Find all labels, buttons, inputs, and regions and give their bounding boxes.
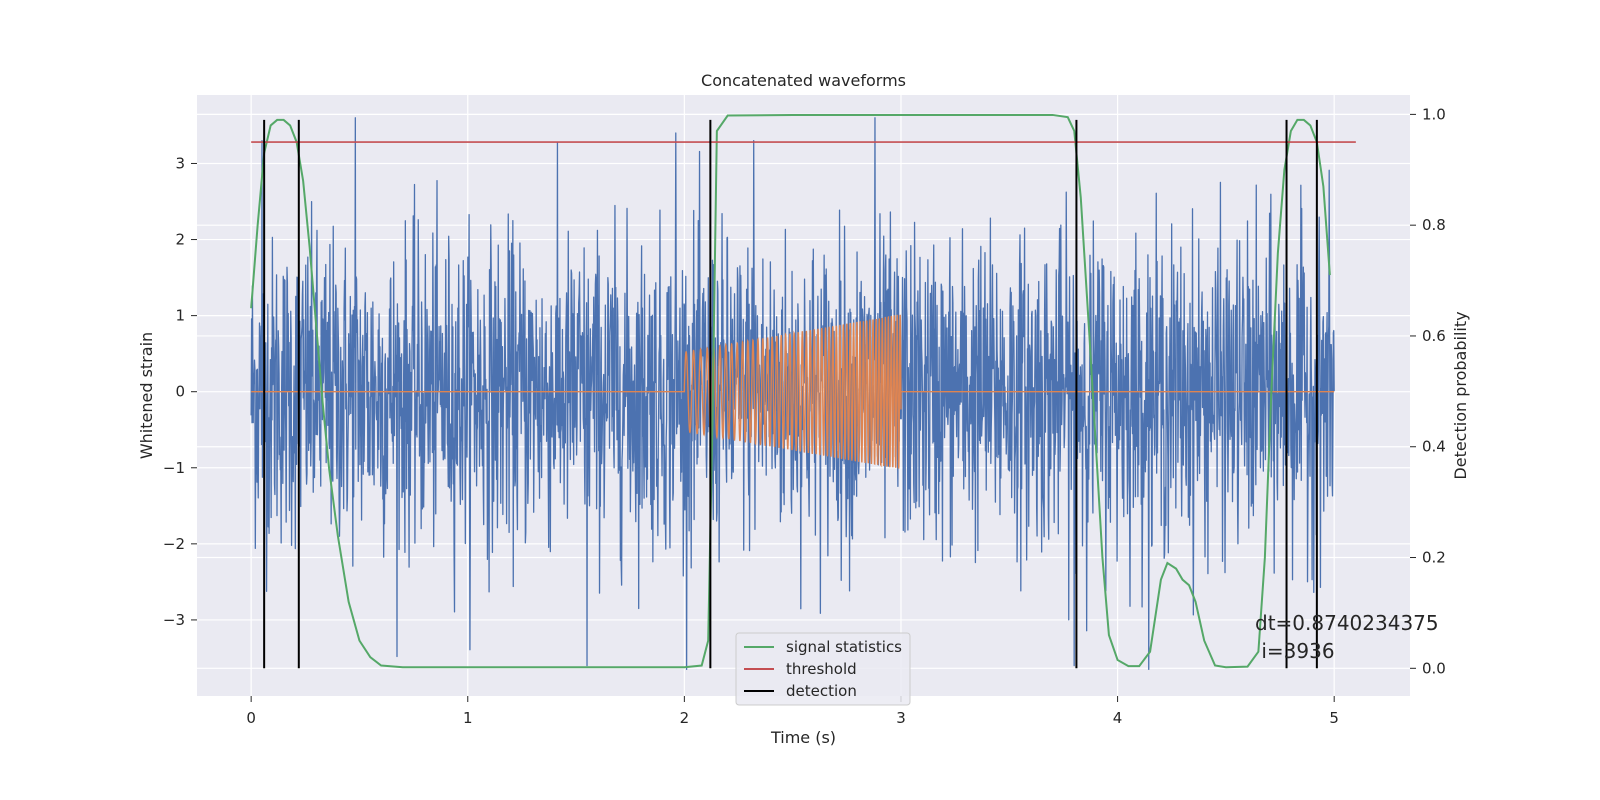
y-right-tick-label: 0.0 bbox=[1422, 659, 1446, 677]
y-right-tick-label: 0.8 bbox=[1422, 216, 1446, 234]
injected-signal-series bbox=[251, 314, 1335, 469]
legend-label-threshold: threshold bbox=[786, 660, 857, 678]
y-axis-label: Whitened strain bbox=[137, 332, 156, 459]
legend-label-detection: detection bbox=[786, 682, 857, 700]
x-tick-label: 5 bbox=[1329, 709, 1339, 727]
annotation-index: i=3936 bbox=[1255, 639, 1335, 663]
y-right-tick-label: 1.0 bbox=[1422, 105, 1446, 123]
y-right-tick-label: 0.6 bbox=[1422, 327, 1446, 345]
y-tick-label: −2 bbox=[163, 535, 185, 553]
y-right-tick-label: 0.2 bbox=[1422, 549, 1446, 567]
injected-chirp-line bbox=[251, 314, 1335, 469]
x-tick-label: 3 bbox=[896, 709, 906, 727]
legend-box bbox=[735, 632, 911, 706]
y-axis-right-label: Detection probability bbox=[1451, 311, 1470, 479]
y-right-tick-label: 0.4 bbox=[1422, 438, 1446, 456]
detection-series bbox=[263, 119, 1318, 669]
legend: signal statistics threshold detection bbox=[735, 632, 911, 706]
y-tick-label: 2 bbox=[175, 231, 185, 249]
signal-statistics-series bbox=[250, 113, 1331, 669]
y-tick-label: −3 bbox=[163, 611, 185, 629]
axis-ticks: 0 1 2 3 4 5 −3 −2 −1 0 1 2 3 0.0 0.2 0.4 0.6 0.8 1.0 bbox=[163, 105, 1446, 727]
y-tick-label: 0 bbox=[175, 383, 185, 401]
y-tick-label: 3 bbox=[175, 154, 185, 172]
x-axis-label: Time (s) bbox=[770, 728, 836, 747]
annotation-dt: dt=0.8740234375 bbox=[1255, 611, 1439, 635]
x-tick-label: 2 bbox=[680, 709, 690, 727]
y-tick-label: −1 bbox=[163, 459, 185, 477]
signal-statistics-line bbox=[250, 113, 1331, 669]
y-tick-label: 1 bbox=[175, 307, 185, 325]
x-tick-label: 4 bbox=[1113, 709, 1123, 727]
x-tick-label: 1 bbox=[463, 709, 473, 727]
chart-title: Concatenated waveforms bbox=[701, 71, 906, 90]
legend-label-signal-statistics: signal statistics bbox=[786, 638, 902, 656]
x-tick-label: 0 bbox=[246, 709, 256, 727]
